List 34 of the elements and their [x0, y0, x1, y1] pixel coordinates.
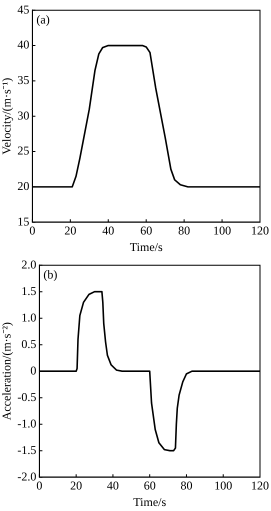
x-tick-label: 100: [213, 224, 232, 238]
x-axis-title: Time/s: [133, 494, 166, 509]
y-tick-label: 30: [17, 108, 30, 122]
y-tick-label: 0.5: [21, 336, 36, 351]
x-tick-label: 20: [70, 478, 82, 493]
y-tick-label: 20: [17, 179, 30, 194]
y-tick-label: 15: [17, 214, 30, 228]
x-tick-label: 80: [178, 224, 190, 238]
x-tick-label: 80: [180, 478, 192, 493]
y-tick-label: -2.0: [17, 469, 36, 484]
y-tick-label: -0.5: [17, 390, 36, 404]
y-axis-title: Velocity/(m·s⁻¹): [0, 78, 14, 155]
y-tick-label: 2.0: [21, 257, 36, 272]
x-tick-label: 60: [144, 478, 156, 493]
y-tick-label: -1.5: [17, 442, 36, 457]
x-tick-label: 20: [64, 224, 76, 238]
x-tick-label: 60: [140, 224, 152, 238]
x-axis-title: Time/s: [130, 240, 163, 254]
x-tick-label: 120: [251, 478, 269, 493]
y-axis-title: Acceleration/(m·s⁻²): [0, 322, 14, 420]
x-tick-label: 100: [214, 478, 232, 493]
y-tick-label: 45: [17, 2, 30, 16]
y-tick-label: 25: [17, 144, 30, 158]
x-tick-label: 40: [106, 478, 119, 493]
y-tick-label: -1.0: [17, 416, 36, 430]
annotation: (a): [36, 12, 50, 26]
y-tick-label: 1.5: [21, 284, 36, 298]
x-tick-label: 40: [102, 224, 114, 238]
y-tick-label: 0: [30, 363, 36, 378]
y-tick-label: 1.0: [21, 310, 36, 324]
y-tick-label: 40: [17, 38, 30, 52]
annotation: (b): [43, 267, 58, 282]
x-tick-label: 120: [251, 224, 269, 238]
y-tick-label: 35: [17, 73, 30, 88]
